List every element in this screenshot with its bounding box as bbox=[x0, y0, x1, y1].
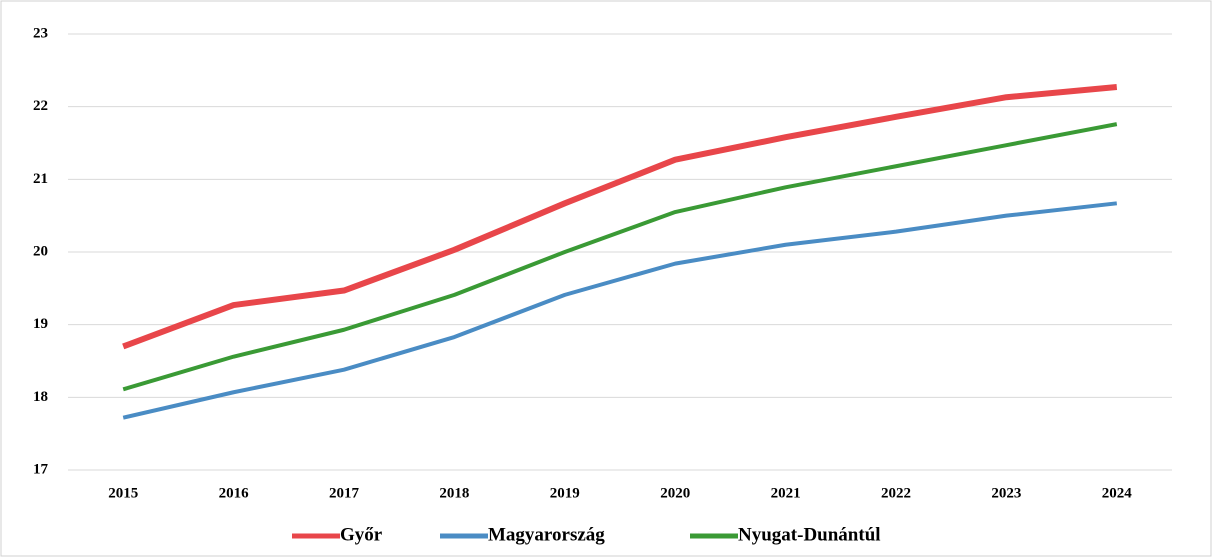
legend: Győr Magyarország Nyugat-Dunántúl bbox=[292, 524, 881, 545]
x-tick-label: 2019 bbox=[550, 485, 580, 501]
x-tick-label: 2021 bbox=[771, 485, 801, 501]
series-line bbox=[122, 201, 1118, 420]
y-tick-label: 21 bbox=[33, 171, 48, 187]
series-line bbox=[122, 122, 1118, 392]
y-tick-label: 22 bbox=[33, 98, 48, 114]
x-tick-label: 2022 bbox=[881, 485, 911, 501]
x-tick-label: 2024 bbox=[1102, 485, 1133, 501]
x-tick-label: 2023 bbox=[991, 485, 1021, 501]
legend-label: Nyugat-Dunántúl bbox=[738, 524, 881, 545]
x-tick-label: 2015 bbox=[108, 485, 138, 501]
x-tick-label: 2020 bbox=[660, 485, 690, 501]
y-tick-label: 18 bbox=[33, 389, 48, 405]
x-tick-label: 2017 bbox=[329, 485, 360, 501]
y-tick-label: 23 bbox=[33, 25, 48, 41]
series-line bbox=[122, 84, 1118, 350]
x-tick-label: 2018 bbox=[439, 485, 469, 501]
y-tick-label: 19 bbox=[33, 316, 48, 332]
legend-label: Győr bbox=[340, 524, 383, 545]
x-tick-label: 2016 bbox=[219, 485, 250, 501]
legend-label: Magyarország bbox=[488, 524, 605, 545]
y-tick-label: 20 bbox=[33, 243, 48, 259]
y-tick-label: 17 bbox=[33, 461, 49, 477]
